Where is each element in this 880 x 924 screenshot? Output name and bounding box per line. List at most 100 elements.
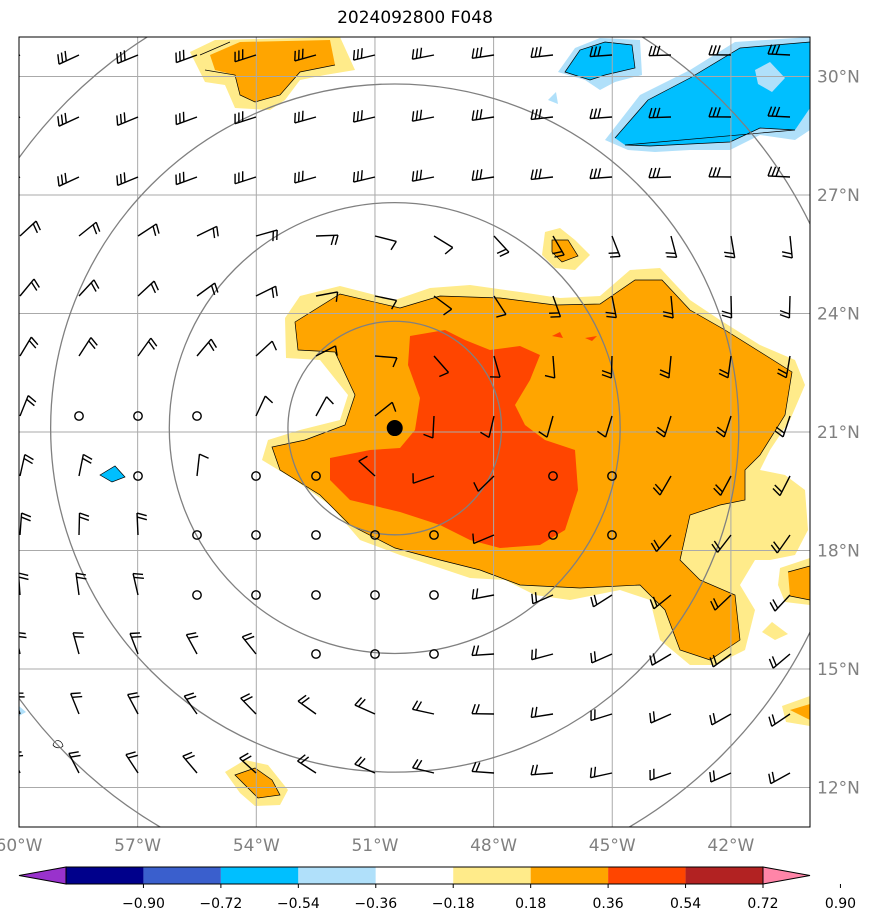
longitude-tick-label: 60°W: [0, 836, 43, 856]
wind-barb: [530, 764, 554, 776]
wind-barb: [471, 761, 495, 774]
wind-barb: [294, 48, 317, 62]
wind-barb: [19, 116, 21, 119]
colorbar-segment: [66, 867, 144, 884]
wind-barb: [659, 355, 672, 379]
latitude-tick-label: 18°N: [817, 542, 860, 562]
graticule: [19, 37, 810, 827]
calm-wind-marker: [192, 411, 202, 421]
wind-barb: [374, 401, 397, 417]
field-pos-mid-right1: [788, 566, 810, 600]
calm-wind-marker: [548, 471, 558, 481]
wind-barb: [471, 588, 495, 600]
wind-barb: [715, 415, 732, 438]
wind-barb: [708, 167, 732, 178]
colorbar-extend-low: [18, 866, 67, 885]
wind-barb: [374, 235, 397, 251]
wind-barb: [196, 338, 218, 357]
wind-barb: [652, 475, 672, 496]
calm-wind-marker: [429, 590, 439, 600]
wind-barb: [354, 756, 376, 774]
field-neg-mid-topright: [565, 42, 810, 146]
wind-barb: [137, 223, 160, 237]
colorbar-tick-label: −0.18: [432, 896, 475, 912]
field-pos-high-main: [330, 330, 578, 548]
calm-wind-marker: [251, 530, 261, 540]
wind-barb: [175, 49, 198, 64]
range-ring: [168, 201, 621, 655]
map-frame: [18, 36, 811, 828]
wind-barb: [549, 295, 562, 318]
wind-barb: [19, 512, 32, 536]
wind-barb: [196, 282, 219, 297]
latitude-tick-label: 30°N: [817, 68, 860, 88]
wind-barb: [19, 572, 29, 596]
range-ring: [287, 320, 503, 536]
wind-barb: [19, 751, 24, 774]
colorbar-segment: [143, 867, 221, 884]
wind-barb: [552, 235, 565, 258]
calm-wind-marker: [607, 530, 617, 540]
wind-barb: [175, 171, 198, 186]
wind-barb: [589, 766, 613, 779]
wind-barb: [781, 235, 793, 259]
calm-wind-marker: [133, 411, 143, 421]
latitude-tick-label: 21°N: [817, 423, 860, 443]
wind-barb: [708, 107, 732, 118]
wind-barb: [78, 279, 100, 297]
wind-barb: [137, 280, 159, 297]
wind-barb: [297, 694, 317, 715]
field-pos-low-right3: [762, 622, 788, 640]
calm-wind-marker: [429, 530, 439, 540]
wind-barb: [234, 171, 257, 185]
wind-barb: [772, 475, 791, 497]
latitude-tick-label: 24°N: [817, 305, 860, 325]
wind-barb: [589, 46, 613, 58]
colorbar-segment: [220, 867, 299, 884]
longitude-tick-label: 51°W: [351, 836, 398, 856]
wind-barb: [433, 235, 454, 255]
colorbar-tick-label: 0.90: [825, 896, 856, 912]
colorbar-frame: [65, 866, 764, 885]
wind-barb: [239, 752, 257, 774]
wind-barb: [710, 594, 732, 611]
colorbar-segment: [608, 867, 686, 884]
wind-barb: [530, 46, 554, 59]
wind-barb: [531, 648, 554, 661]
wind-barb: [315, 396, 334, 417]
wind-barb: [294, 170, 317, 184]
wind-barb: [648, 107, 672, 119]
wind-barb: [412, 473, 435, 484]
wind-barb: [708, 45, 732, 56]
wind-barb: [423, 415, 435, 439]
calm-wind-marker: [311, 649, 321, 659]
wind-barb: [19, 176, 21, 179]
wind-barb: [605, 295, 617, 319]
wind-barb: [530, 706, 554, 719]
wind-barb: [471, 47, 495, 60]
wind-barb: [590, 651, 613, 664]
wind-barb: [75, 572, 87, 596]
wind-barb: [57, 112, 80, 127]
longitude-tick-label: 57°W: [114, 836, 161, 856]
wind-barb: [315, 234, 339, 246]
wind-barb: [78, 337, 98, 357]
wind-barb: [472, 533, 495, 545]
range-rings: [19, 37, 810, 827]
calm-wind-marker: [607, 471, 617, 481]
latitude-tick-label: 15°N: [817, 660, 860, 680]
wind-barb: [78, 221, 101, 237]
wind-barb: [662, 295, 674, 319]
wind-barb: [709, 712, 732, 726]
wind-barb: [19, 632, 27, 655]
wind-barb: [767, 106, 791, 118]
wind-barb: [650, 534, 672, 553]
wind-barb: [411, 169, 435, 182]
wind-barb: [185, 632, 199, 655]
latitude-tick-label: 12°N: [817, 779, 860, 799]
wind-barb: [590, 594, 613, 608]
wind-barb: [19, 395, 37, 417]
wind-barb: [709, 770, 732, 783]
wind-barb: [490, 355, 501, 378]
colorbar-tick-label: 0.54: [670, 896, 701, 912]
